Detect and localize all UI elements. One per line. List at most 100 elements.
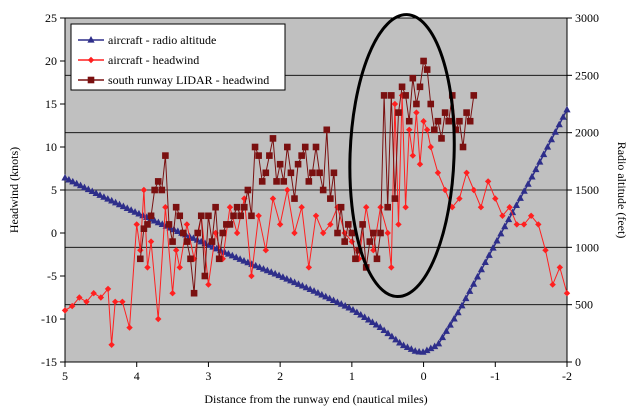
data-point-triangle xyxy=(104,195,112,202)
data-point-triangle xyxy=(516,194,524,201)
data-point-diamond xyxy=(499,212,506,219)
data-point-square xyxy=(427,100,435,108)
data-point-triangle xyxy=(189,234,198,241)
data-point-diamond xyxy=(226,204,234,211)
data-point-triangle xyxy=(485,251,493,258)
y-tick-label: 15 xyxy=(45,97,57,111)
data-point-triangle xyxy=(512,201,521,208)
data-point-triangle xyxy=(532,165,540,173)
y2-tick-label: 1000 xyxy=(575,240,599,254)
data-point-diamond xyxy=(284,186,291,194)
data-point-triangle xyxy=(259,265,268,272)
data-point-triangle xyxy=(368,318,377,326)
data-point-square xyxy=(466,117,474,125)
data-point-diamond xyxy=(520,221,528,228)
data-point-square xyxy=(305,178,313,185)
data-point-triangle xyxy=(458,301,466,309)
data-point-triangle xyxy=(310,287,318,294)
data-point-triangle xyxy=(306,285,314,293)
data-point-square xyxy=(219,229,227,237)
data-point-diamond xyxy=(61,307,69,314)
data-point-triangle xyxy=(96,191,104,198)
data-point-diamond xyxy=(391,100,399,108)
data-point-triangle xyxy=(438,333,447,341)
data-point-triangle xyxy=(174,227,182,234)
data-point-triangle xyxy=(434,339,443,347)
data-point-diamond xyxy=(423,126,431,133)
data-point-triangle xyxy=(489,244,497,251)
x-tick-label: 2 xyxy=(277,369,283,383)
data-point-square xyxy=(373,255,381,263)
data-point-triangle xyxy=(65,175,73,183)
data-point-square xyxy=(456,117,463,125)
y2-tick-label: 2000 xyxy=(575,126,599,140)
data-point-triangle xyxy=(302,283,310,291)
data-point-square xyxy=(423,66,431,73)
data-point-diamond xyxy=(87,56,95,64)
data-point-square xyxy=(137,255,144,263)
data-point-diamond xyxy=(463,169,470,176)
data-point-square xyxy=(319,186,327,194)
data-point-triangle xyxy=(423,346,431,354)
data-point-diamond xyxy=(527,212,535,219)
data-point-square xyxy=(276,160,284,168)
data-point-diamond xyxy=(291,229,298,237)
data-point-diamond xyxy=(363,204,370,211)
series-line xyxy=(139,59,475,294)
data-point-triangle xyxy=(403,343,412,350)
data-point-square xyxy=(162,152,169,159)
data-point-square xyxy=(323,126,331,134)
data-point-triangle xyxy=(88,187,96,195)
data-point-square xyxy=(158,186,166,194)
data-point-square xyxy=(441,109,449,116)
data-point-square xyxy=(183,238,191,245)
data-point-triangle xyxy=(115,200,124,208)
data-point-triangle xyxy=(505,215,513,223)
data-point-diamond xyxy=(255,212,262,219)
data-point-triangle xyxy=(290,278,299,286)
data-point-diamond xyxy=(176,264,183,271)
data-point-diamond xyxy=(140,186,148,194)
data-point-triangle xyxy=(520,187,528,194)
data-point-triangle xyxy=(466,287,474,294)
data-point-square xyxy=(197,212,205,220)
data-point-triangle xyxy=(473,272,482,280)
data-point-triangle xyxy=(135,209,143,217)
data-point-square xyxy=(230,212,237,220)
data-point-diamond xyxy=(409,152,417,159)
data-point-triangle xyxy=(493,236,501,244)
data-point-diamond xyxy=(556,264,564,271)
data-point-triangle xyxy=(551,128,559,135)
data-point-square xyxy=(284,143,291,151)
data-point-square xyxy=(194,229,201,237)
series-0 xyxy=(61,105,571,355)
data-point-triangle xyxy=(528,172,536,180)
data-point-square xyxy=(154,178,162,185)
y2-tick-label: 500 xyxy=(575,298,593,312)
data-point-square xyxy=(459,143,467,151)
data-point-diamond xyxy=(112,298,119,305)
data-point-triangle xyxy=(341,302,349,309)
data-point-triangle xyxy=(384,329,392,337)
legend-label: aircraft - headwind xyxy=(108,53,199,67)
data-point-diamond xyxy=(108,341,115,348)
data-point-square xyxy=(287,169,295,177)
data-point-square xyxy=(298,152,305,159)
data-point-triangle xyxy=(361,313,369,321)
data-point-triangle xyxy=(87,36,95,43)
data-point-triangle xyxy=(255,263,264,271)
data-point-triangle xyxy=(76,181,85,189)
data-point-diamond xyxy=(441,186,449,194)
data-point-diamond xyxy=(126,324,133,331)
data-point-square xyxy=(226,221,234,228)
data-point-square xyxy=(240,203,248,211)
data-point-triangle xyxy=(252,261,260,269)
annotation-ellipse xyxy=(348,13,456,299)
data-point-triangle xyxy=(450,314,458,322)
data-point-square xyxy=(180,229,187,237)
data-point-diamond xyxy=(233,229,241,237)
data-point-triangle xyxy=(314,288,322,296)
data-point-triangle xyxy=(337,300,345,307)
data-point-square xyxy=(395,109,402,116)
data-point-square xyxy=(316,169,323,177)
